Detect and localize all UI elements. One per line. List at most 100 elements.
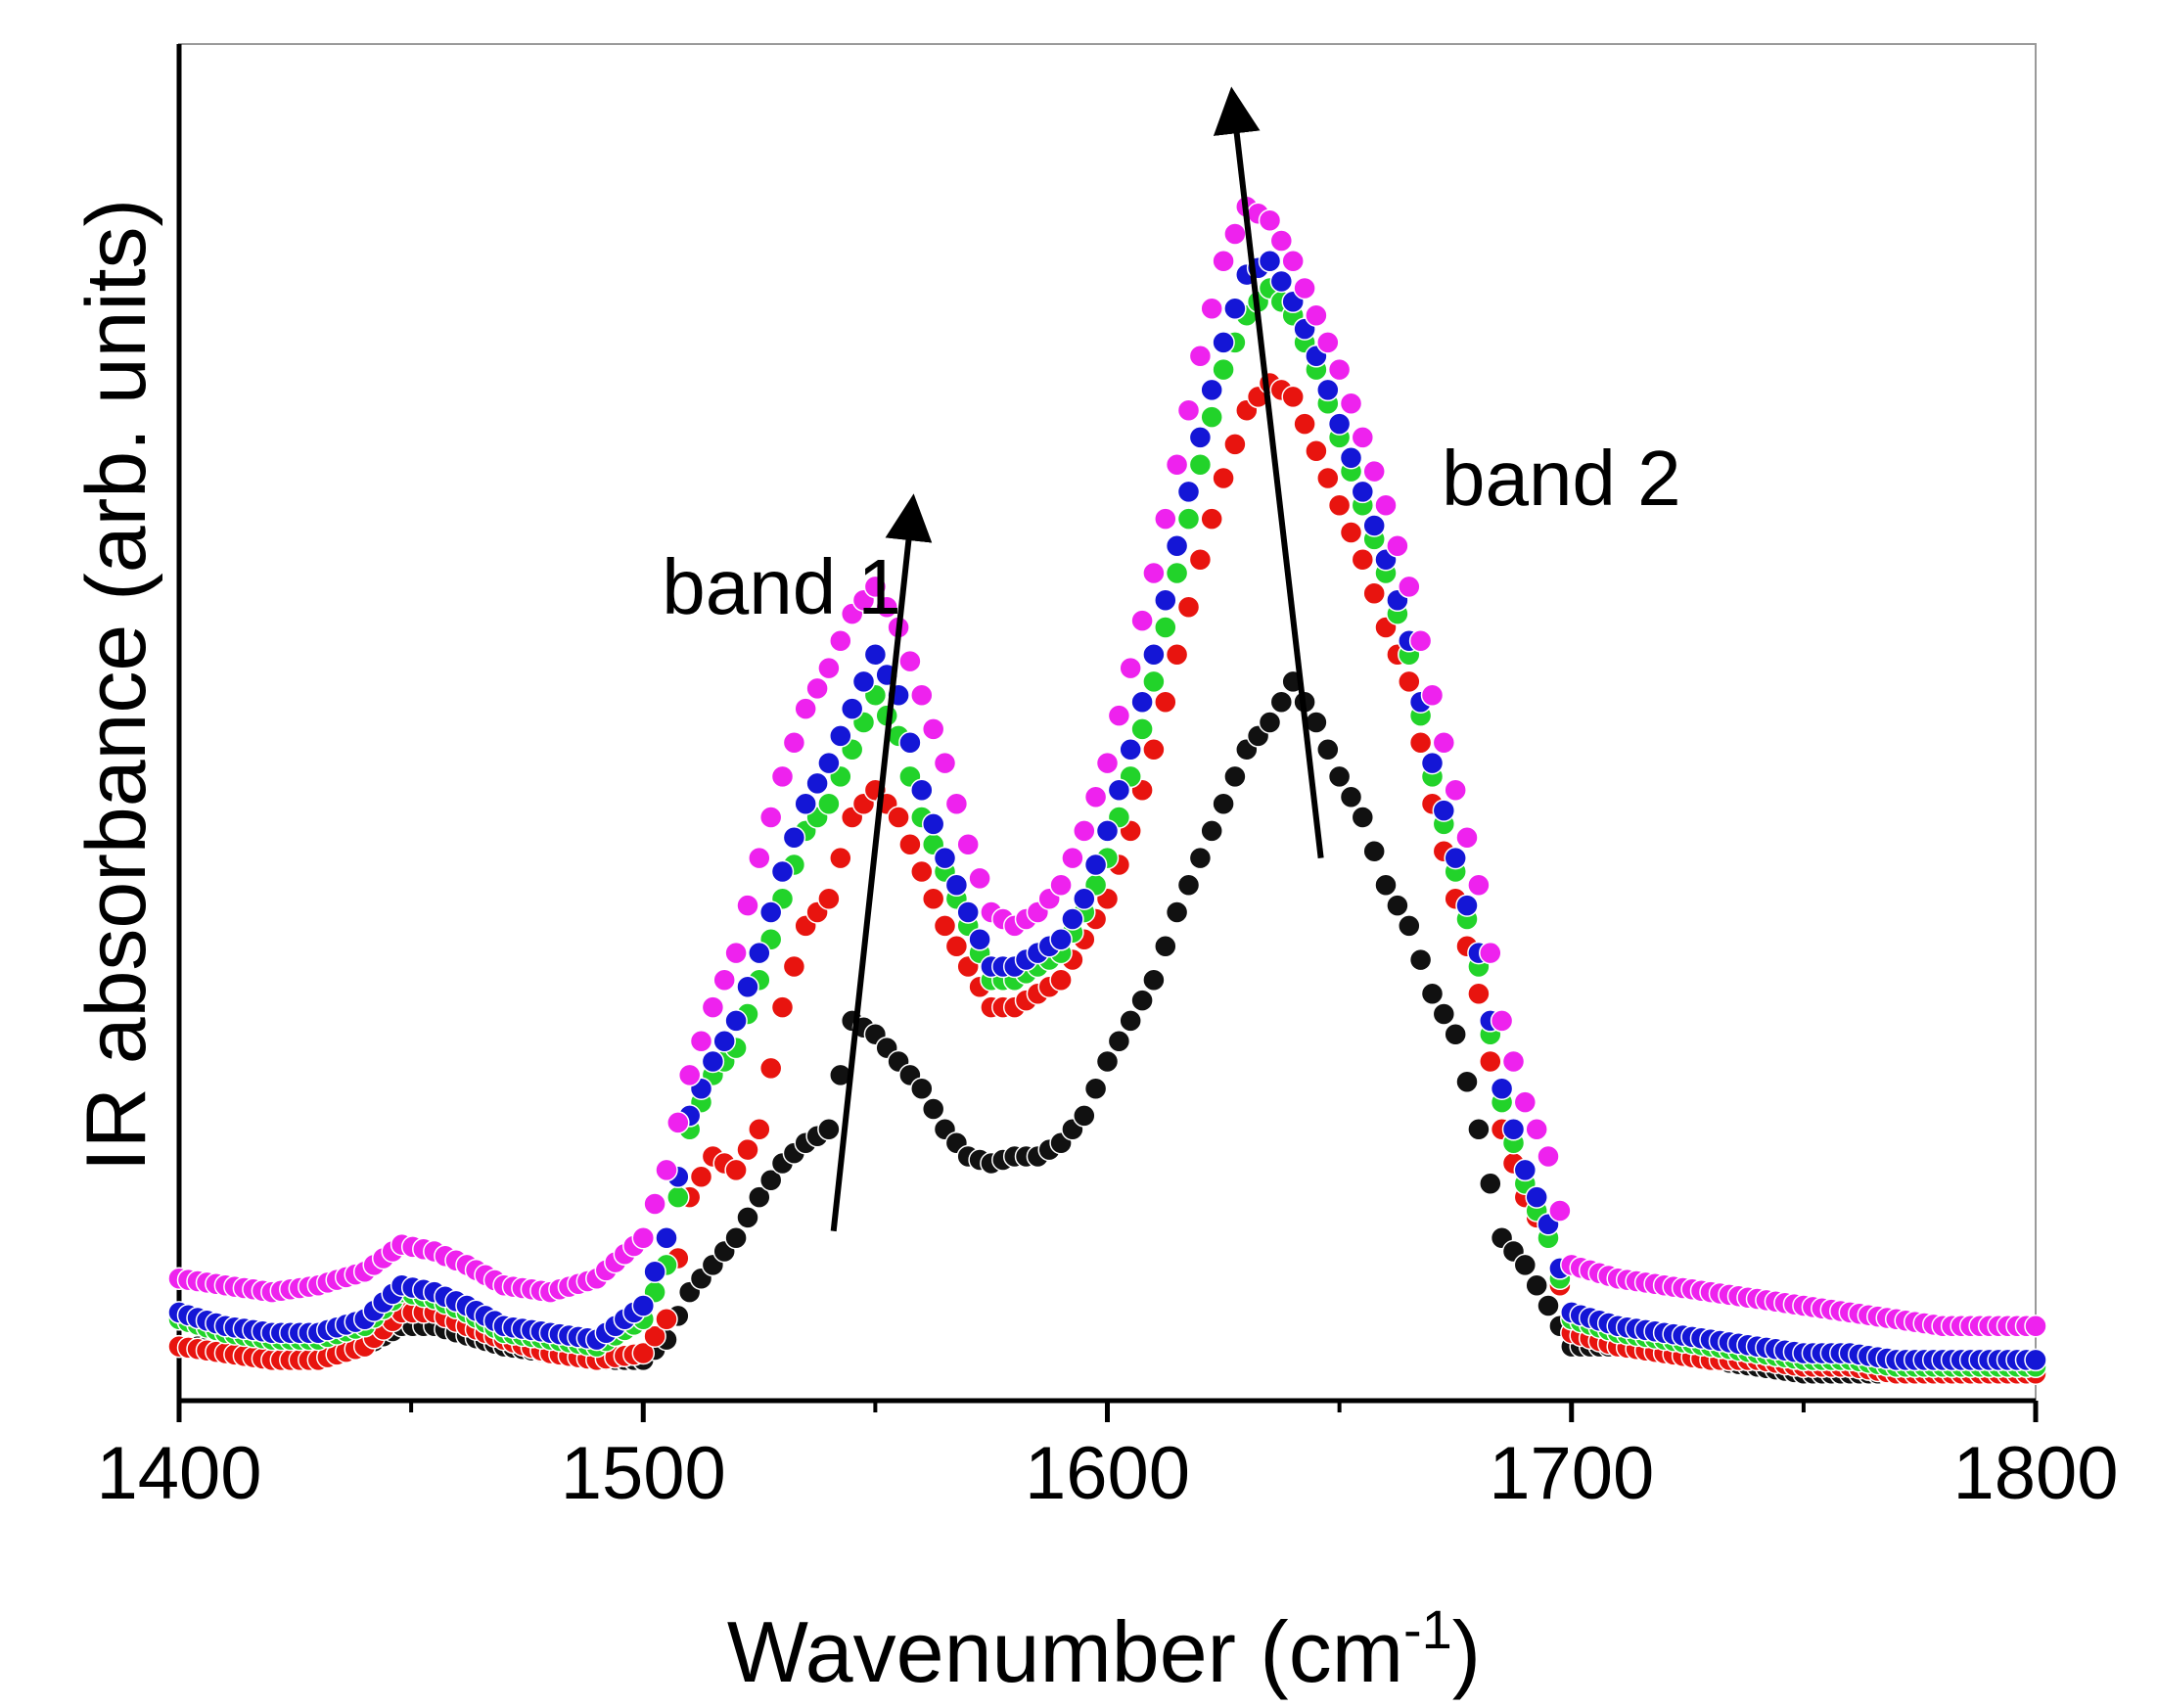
data-point-blue [1258,250,1282,273]
data-point-black [817,1118,841,1141]
data-point-red [898,832,922,856]
data-point-black [1444,1023,1467,1046]
data-point-magenta [817,656,841,680]
data-point-red [1479,1049,1502,1074]
data-point-magenta [1398,575,1421,599]
data-point-black [1374,873,1398,898]
data-point-magenta [1223,222,1247,246]
data-point-red [887,806,910,829]
data-point-blue [851,669,876,694]
data-point-magenta [1293,276,1316,300]
data-point-magenta [655,1158,678,1182]
band-1-arrow [830,493,933,1232]
data-point-magenta [1119,656,1142,680]
data-point-green [1142,669,1166,694]
data-point-magenta [1305,303,1328,327]
data-point-black [1130,989,1154,1012]
data-point-magenta [1386,534,1409,558]
data-point-magenta [631,1225,656,1250]
data-point-black [1142,968,1166,992]
data-point-green [1130,717,1154,741]
data-point-black [1083,1077,1108,1100]
data-point-blue [1119,737,1142,762]
data-point-blue [1525,1185,1548,1209]
x-axis-ticks: 1400 1500 1600 1700 1800 [96,1401,2119,1515]
data-point-green [1165,561,1189,585]
data-point-red [1327,493,1352,517]
data-point-magenta [829,629,852,653]
data-point-red [782,954,806,979]
x-tick-label: 1700 [1489,1432,1654,1515]
data-point-magenta [1188,345,1213,368]
data-point-red [1293,412,1316,436]
data-point-magenta [898,649,922,673]
data-point-blue [1327,412,1352,436]
data-point-red [1339,521,1363,544]
data-point-black [1258,711,1282,734]
data-point-blue [782,826,806,850]
data-point-black [1316,737,1340,762]
data-point-blue [1165,534,1189,558]
data-point-blue [1061,907,1084,931]
series-layer [167,195,2047,1386]
data-point-magenta [1154,507,1177,531]
plot-area-border [178,43,2037,1402]
data-point-magenta [748,846,771,870]
data-point-blue [643,1260,666,1284]
data-point-magenta [1281,250,1305,273]
data-point-magenta [1490,1009,1514,1033]
data-point-red [1362,581,1386,606]
data-point-magenta [758,806,783,829]
data-point-blue [712,1029,736,1053]
data-point-magenta [910,683,934,708]
data-point-blue [1142,642,1166,667]
data-point-black [1327,764,1352,789]
data-point-red [1200,507,1223,531]
data-point-red [643,1324,666,1348]
data-point-blue [1212,331,1235,354]
data-point-black [1408,947,1433,972]
data-point-black [1188,846,1213,870]
data-point-red [1212,466,1235,490]
data-point-blue [1095,819,1120,843]
data-point-magenta [1212,250,1235,273]
data-point-black [1537,1294,1560,1317]
data-point-blue [794,792,817,815]
data-point-red [1165,642,1189,667]
data-point-magenta [1479,941,1502,965]
data-point-black [1165,900,1189,924]
data-point-magenta [701,995,725,1019]
data-point-black [1154,934,1177,958]
data-point-magenta [1548,1199,1572,1223]
data-point-green [1154,616,1177,639]
data-point-magenta [736,894,759,917]
data-point-magenta [1083,785,1108,808]
data-point-red [933,914,957,938]
band-2-label: band 2 [1442,435,1681,522]
data-point-magenta [689,1029,713,1053]
data-point-blue [863,642,888,667]
data-point-blue [1455,894,1479,917]
data-point-blue [2024,1348,2047,1372]
data-point-magenta [1525,1118,1548,1141]
x-tick-label: 1500 [561,1432,726,1515]
data-point-magenta [1142,561,1166,585]
data-point-blue [829,724,852,748]
data-point-red [655,1308,678,1331]
data-point-blue [817,751,841,775]
data-point-magenta [1258,208,1282,232]
data-point-red [944,934,969,958]
data-point-blue [898,731,922,755]
data-point-magenta [1316,331,1340,354]
data-point-blue [736,975,759,999]
data-point-magenta [805,676,829,701]
data-point-blue [944,873,969,898]
data-point-magenta [863,575,888,599]
data-point-green [666,1185,690,1209]
data-point-black [1398,914,1421,938]
data-point-magenta [794,697,817,720]
data-point-magenta [1339,392,1363,416]
data-point-red [1351,547,1375,572]
data-point-magenta [1269,229,1294,253]
data-point-red [1408,731,1433,755]
